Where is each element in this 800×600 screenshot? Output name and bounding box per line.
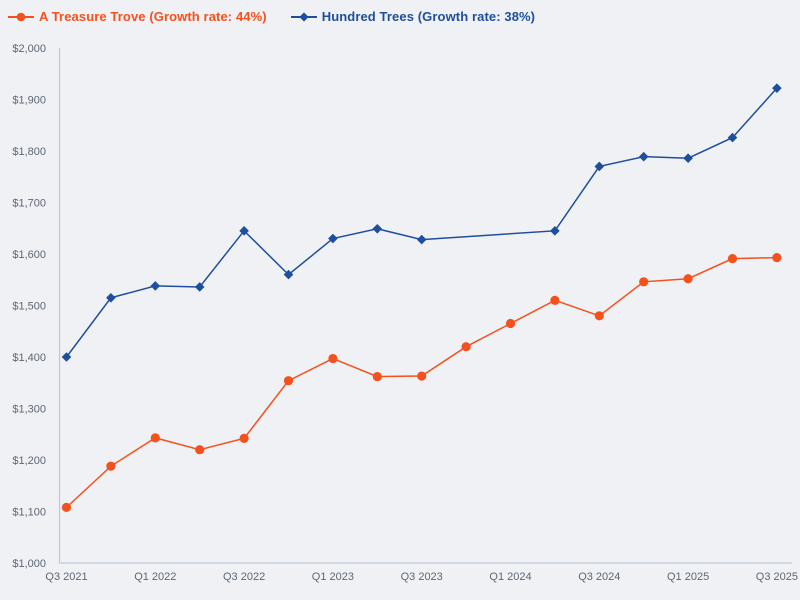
data-point [239, 226, 249, 236]
legend-label-hundred-trees: Hundred Trees (Growth rate: 38%) [321, 9, 536, 24]
legend: A Treasure Trove (Growth rate: 44%) Hund… [8, 9, 535, 24]
data-point [372, 371, 382, 382]
x-tick-label: Q3 2021 [45, 571, 87, 583]
data-point [639, 277, 649, 287]
data-point [594, 161, 605, 172]
legend-item-a-treasure-trove[interactable]: A Treasure Trove (Growth rate: 44%) [8, 9, 267, 24]
data-point [638, 151, 649, 162]
data-point [550, 295, 560, 305]
data-point [461, 342, 471, 352]
x-tick-label: Q1 2025 [667, 571, 709, 583]
data-point [417, 371, 427, 381]
y-tick-label: $2,000 [12, 43, 46, 55]
data-point [416, 234, 427, 245]
data-point [772, 83, 782, 93]
y-tick-label: $1,600 [12, 249, 46, 261]
data-point [194, 282, 205, 292]
legend-label-a-treasure-trove: A Treasure Trove (Growth rate: 44%) [39, 9, 267, 24]
data-point [106, 292, 116, 303]
y-tick-label: $1,000 [12, 558, 46, 570]
data-point [328, 233, 338, 244]
x-tick-label: Q3 2024 [578, 571, 620, 583]
series-line-1 [65, 87, 778, 358]
data-point [772, 253, 782, 263]
data-point [328, 353, 338, 364]
series-line-0 [65, 256, 777, 508]
data-point [683, 153, 693, 164]
data-point [106, 461, 116, 471]
data-point [505, 318, 516, 329]
diamond-marker-icon [290, 11, 317, 22]
data-point [283, 376, 294, 386]
data-point [150, 433, 160, 443]
circle-marker-icon [8, 12, 34, 21]
data-point [195, 445, 205, 455]
data-point [61, 502, 72, 512]
data-point [239, 433, 249, 443]
y-tick-label: $1,900 [12, 95, 46, 107]
data-point [683, 274, 693, 284]
y-tick-label: $1,400 [12, 352, 46, 364]
data-point [61, 352, 72, 362]
x-tick-label: Q1 2023 [312, 571, 354, 583]
y-tick-label: $1,100 [12, 507, 46, 519]
y-tick-label: $1,200 [12, 455, 46, 467]
data-point [283, 269, 294, 280]
x-tick-label: Q3 2025 [756, 571, 798, 583]
x-tick-label: Q1 2024 [489, 571, 531, 583]
x-tick-label: Q3 2022 [223, 571, 265, 583]
data-point [727, 254, 738, 264]
data-point [372, 223, 383, 234]
data-point [550, 226, 560, 236]
x-tick-label: Q3 2023 [401, 571, 443, 583]
y-tick-label: $1,300 [12, 404, 46, 416]
data-point [727, 132, 738, 143]
y-tick-label: $1,800 [12, 146, 46, 158]
x-tick-label: Q1 2022 [134, 571, 176, 583]
y-tick-label: $1,700 [12, 198, 46, 210]
data-point [594, 311, 604, 321]
y-tick-label: $1,500 [12, 301, 46, 313]
legend-item-hundred-trees[interactable]: Hundred Trees (Growth rate: 38%) [290, 9, 536, 24]
data-point [150, 281, 161, 291]
